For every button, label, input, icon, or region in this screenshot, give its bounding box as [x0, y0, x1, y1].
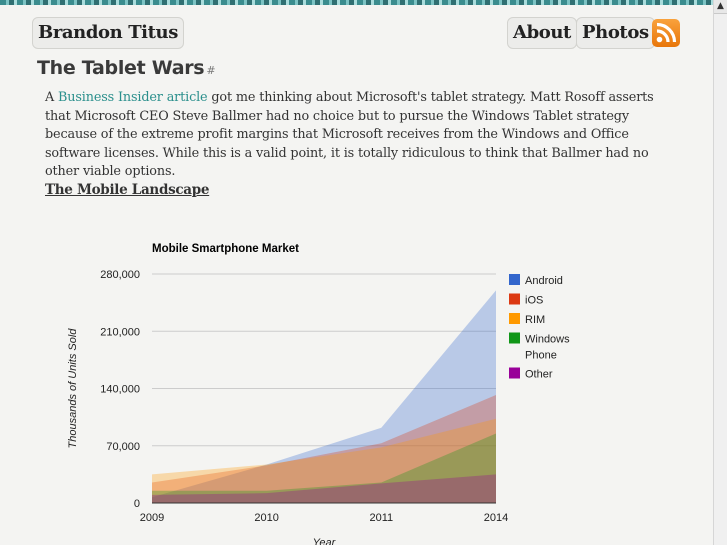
legend-swatch-ios: [509, 293, 520, 305]
area-other: [152, 474, 496, 503]
para-intro: A: [45, 90, 59, 105]
area-windows-phone: [152, 433, 496, 503]
site-name-link[interactable]: Brandon Titus: [32, 17, 184, 49]
x-tick-label-3: 2014: [484, 512, 508, 524]
y-tick-label-0: 0: [134, 498, 140, 510]
scroll-up-arrow-icon[interactable]: ▲: [714, 0, 727, 14]
legend-label-android: Android: [525, 275, 563, 287]
y-tick-label-2: 140,000: [100, 384, 140, 396]
chart-svg: Mobile Smartphone Market 0 70,000 140,000 21…: [67, 243, 570, 545]
x-axis-label: Year: [313, 537, 337, 545]
scrollbar[interactable]: ▲: [713, 0, 727, 545]
post-paragraph: A Business Insider article got me thinki…: [45, 89, 665, 182]
x-tick-label-1: 2010: [254, 512, 278, 524]
y-tick-label-3: 210,000: [100, 326, 140, 338]
post-title: The Tablet Wars #: [37, 57, 216, 79]
business-insider-link[interactable]: Business Insider article: [58, 90, 208, 105]
legend-label-windows-phone-0: Windows: [525, 334, 570, 346]
legend-swatch-rim: [509, 313, 520, 324]
legend-swatch-other: [509, 367, 520, 379]
post-title-text[interactable]: The Tablet Wars: [37, 57, 205, 79]
legend-label-other: Other: [525, 369, 553, 381]
area-android: [152, 290, 496, 503]
legend-swatch-android: [509, 274, 520, 285]
smartphone-market-chart: Mobile Smartphone Market 0 70,000 140,000 21…: [0, 230, 727, 545]
x-tick-label-2: 2011: [370, 512, 394, 524]
legend-swatch-windows-phone: [509, 332, 520, 344]
x-tick-label-0: 2009: [140, 512, 164, 524]
y-axis-label: Thousands of Units Sold: [67, 328, 79, 449]
legend-label-windows-phone-1: Phone: [525, 350, 557, 362]
legend-label-rim: RIM: [525, 314, 545, 326]
permalink-link[interactable]: #: [206, 64, 216, 77]
area-ios: [152, 395, 496, 503]
para-rest: got me thinking about Microsoft's tablet…: [45, 90, 654, 180]
nav-about-link[interactable]: About: [507, 17, 577, 49]
y-tick-label-4: 280,000: [100, 269, 140, 281]
top-decorative-stripe: [0, 0, 727, 5]
rss-feed-icon[interactable]: [652, 19, 680, 47]
section-subheading: The Mobile Landscape: [45, 182, 210, 198]
area-rim: [152, 418, 496, 503]
y-tick-label-1: 70,000: [106, 441, 140, 453]
legend-label-ios: iOS: [525, 295, 543, 307]
nav-photos-link[interactable]: Photos: [576, 17, 655, 49]
chart-title: Mobile Smartphone Market: [152, 243, 299, 255]
